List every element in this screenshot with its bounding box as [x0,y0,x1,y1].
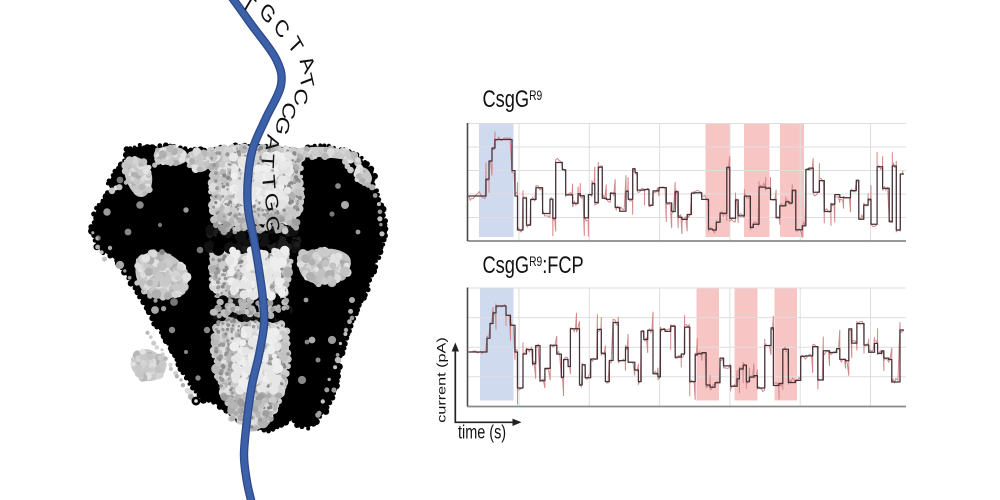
svg-text:time (s): time (s) [458,422,506,443]
svg-text:G: G [271,114,294,138]
svg-text:CsgGR9:FCP: CsgGR9:FCP [483,252,584,279]
svg-text:G: G [260,190,283,214]
svg-text:C: C [278,101,300,121]
svg-text:A: A [261,133,283,154]
svg-text:C: C [290,87,311,106]
svg-text:current (pA): current (pA) [435,337,449,422]
svg-text:T: T [258,174,279,191]
svg-text:T: T [257,153,278,169]
svg-text:T: T [295,70,318,92]
